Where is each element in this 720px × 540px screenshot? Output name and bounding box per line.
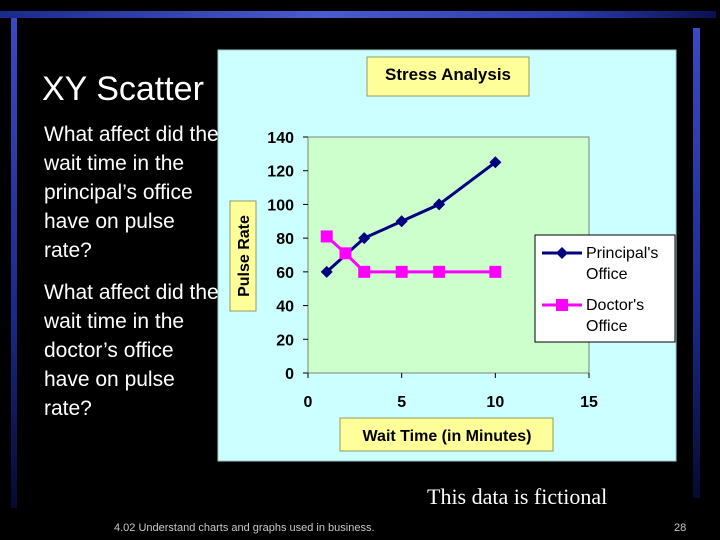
legend-marker-doctor [556,299,568,311]
y-tick-label: 140 [267,130,294,147]
x-tick-label: 10 [486,394,504,411]
y-tick-label: 20 [276,332,294,349]
axes: 0 20 40 60 80 100 120 140 0 5 10 15 [267,130,598,411]
data-point-principal [395,215,408,228]
y-axis-label-box [229,200,257,312]
legend-label-doctor-line2: Office [586,318,628,335]
fictional-data-note: This data is fictional [427,484,608,509]
x-axis-label-box [339,417,554,452]
data-point-doctor [395,265,408,278]
series-layer [320,156,502,278]
data-point-principal [320,265,333,278]
page-number: 28 [674,522,687,534]
x-tick-label: 0 [304,394,313,411]
chart-title: Stress Analysis [385,65,511,84]
data-point-doctor [358,265,371,278]
data-point-doctor [433,265,446,278]
y-tick-label: 0 [285,366,294,383]
slide-title: XY Scatter [42,70,204,108]
data-point-principal [433,198,446,211]
legend-marker-principal [556,247,568,259]
legend-label-doctor: Doctor's [586,297,644,314]
chart-title-box [366,56,530,97]
y-axis-label: Pulse Rate [236,215,253,297]
x-axis-label: Wait Time (in Minutes) [363,428,532,445]
x-tick-label: 15 [580,394,598,411]
x-tick-label: 5 [397,394,406,411]
y-tick-label: 120 [267,164,294,181]
y-tick-label: 60 [276,265,294,282]
data-point-doctor [489,265,502,278]
slide-frame-top [0,11,716,18]
slide-frame-left [11,18,17,508]
legend-label-principal-line2: Office [586,266,628,283]
legend: Principal's Office Doctor's Office [534,234,676,343]
footer-source: 4.02 Understand charts and graphs used i… [114,522,375,534]
slide-frame-right [693,28,700,498]
legend-label-principal: Principal's [586,245,658,262]
y-tick-label: 100 [267,197,294,214]
data-point-doctor [339,247,352,260]
data-point-doctor [320,230,333,243]
y-tick-label: 80 [276,231,294,248]
data-point-principal [358,232,371,245]
y-tick-label: 40 [276,299,294,316]
data-point-principal [489,156,502,169]
question-principal: What affect did the wait time in the pri… [44,123,219,262]
question-doctor: What affect did the wait time in the doc… [44,281,219,420]
